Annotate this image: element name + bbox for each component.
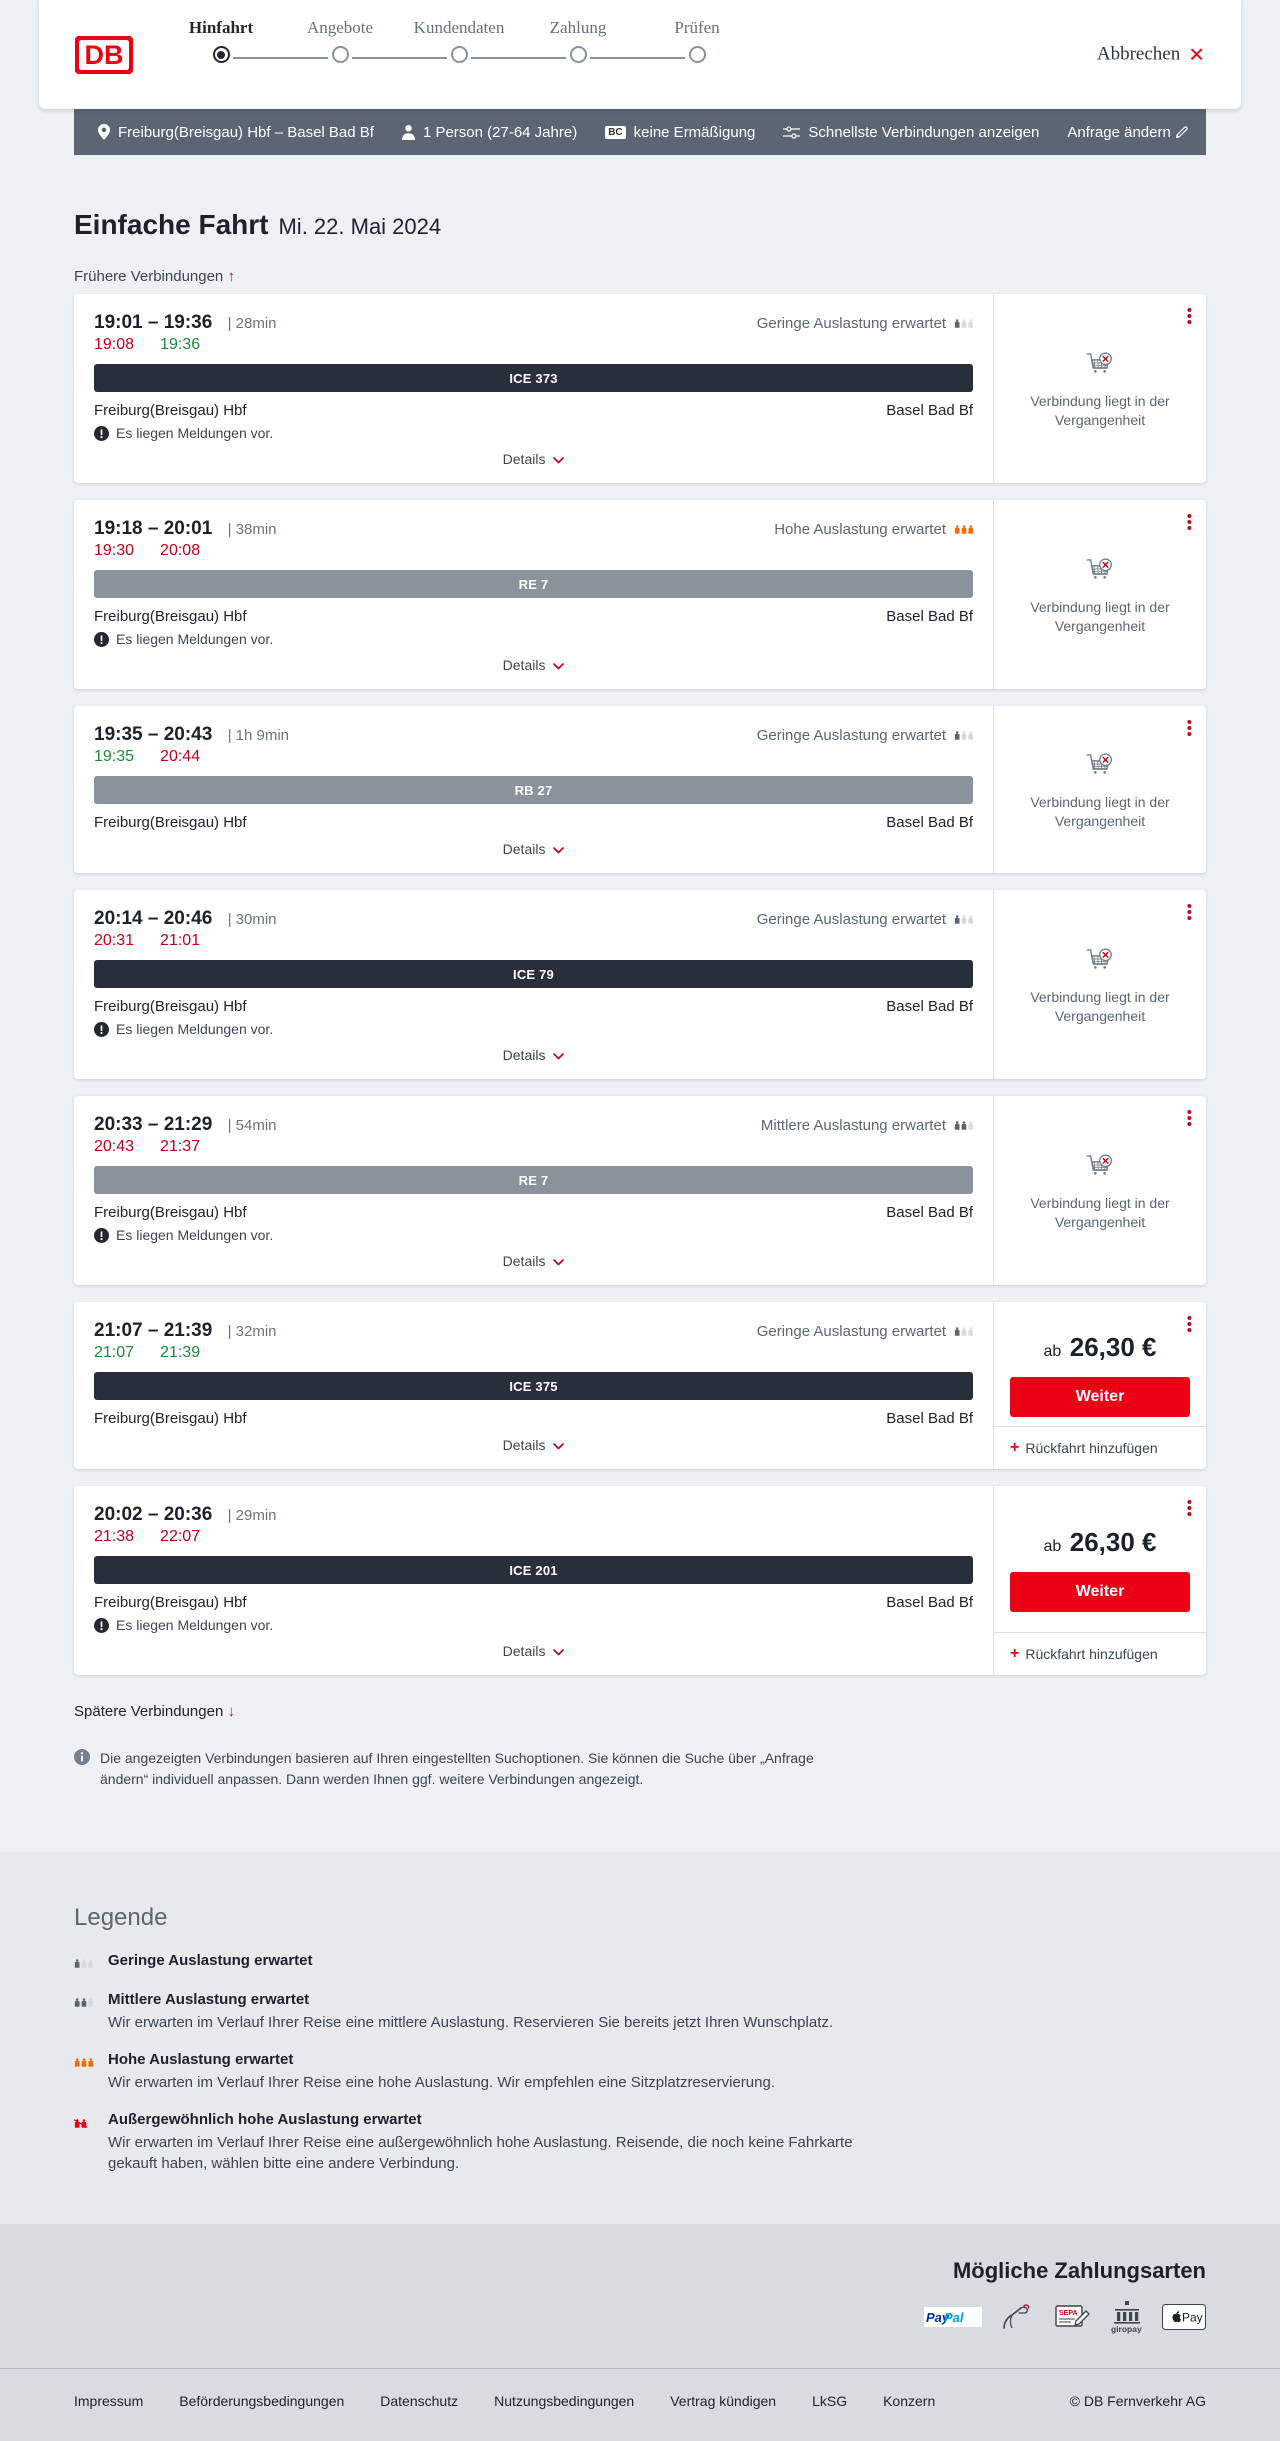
- svg-text:Pal: Pal: [944, 2310, 964, 2325]
- svg-text:DB: DB: [85, 40, 124, 70]
- svg-text:Pay: Pay: [1182, 2311, 1203, 2325]
- svg-text:giropay: giropay: [1111, 2324, 1142, 2334]
- svg-text:SEPA: SEPA: [1059, 2310, 1078, 2317]
